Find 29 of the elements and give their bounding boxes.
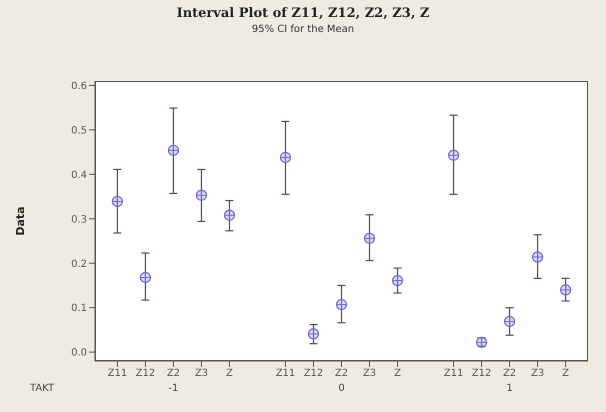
text: -1 bbox=[167, 383, 180, 394]
x-tick-label: Z2 bbox=[166, 368, 180, 380]
y-axis-title: Data bbox=[14, 206, 27, 236]
chart-title: Interval Plot of Z11, Z12, Z2, Z3, Z bbox=[176, 6, 430, 21]
x-tick-label: Z12 bbox=[472, 368, 492, 380]
x-tick-label: Z bbox=[394, 368, 402, 380]
x-tick-label: Z2 bbox=[502, 368, 516, 380]
y-tick-label: 0.3 bbox=[71, 214, 87, 226]
y-tick-label: 0.4 bbox=[71, 170, 87, 181]
x-tick-label: Z11 bbox=[444, 368, 464, 380]
x-tick-label: Z11 bbox=[276, 368, 296, 380]
x-tick-label: Z3 bbox=[362, 368, 376, 380]
y-tick-label: 0.2 bbox=[71, 258, 87, 270]
text: 0 bbox=[337, 383, 346, 394]
y-tick-label: 0.5 bbox=[71, 125, 87, 136]
x-tick-label: Z12 bbox=[136, 368, 156, 380]
y-tick-label: 0.6 bbox=[71, 80, 87, 92]
text: 1 bbox=[505, 383, 514, 394]
x-tick-label: Z12 bbox=[304, 368, 324, 380]
x-tick-label: Z bbox=[562, 368, 570, 380]
x-tick-label: Z2 bbox=[334, 368, 348, 380]
chart-subtitle: 95% CI for the Mean bbox=[250, 24, 356, 35]
y-tick-label: 0.1 bbox=[71, 303, 87, 314]
x-tick-label: Z3 bbox=[530, 368, 544, 380]
x-tick-label: Z3 bbox=[194, 368, 208, 380]
x-tick-label: Z11 bbox=[108, 368, 128, 380]
y-tick-label: 0.0 bbox=[71, 348, 87, 359]
text: TAKT bbox=[30, 383, 56, 394]
x-tick-label: Z bbox=[226, 368, 234, 380]
